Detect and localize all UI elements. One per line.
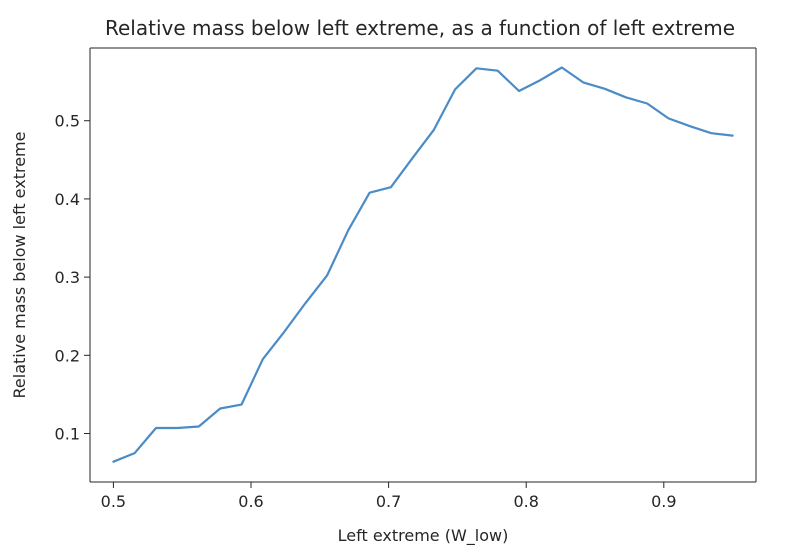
x-tick-label: 0.6 bbox=[238, 492, 263, 511]
y-tick-label: 0.1 bbox=[55, 425, 80, 444]
y-tick-label: 0.5 bbox=[55, 112, 80, 131]
x-tick-label: 0.8 bbox=[513, 492, 538, 511]
y-tick-label: 0.2 bbox=[55, 346, 80, 365]
series-layer bbox=[112, 66, 734, 463]
x-tick-label: 0.7 bbox=[376, 492, 401, 511]
y-axis-ticks: 0.1 0.2 0.3 0.4 0.5 bbox=[55, 112, 90, 444]
x-axis-ticks: 0.5 0.6 0.7 0.8 0.9 bbox=[101, 482, 677, 511]
series-line bbox=[112, 66, 734, 463]
y-axis-label: Relative mass below left extreme bbox=[10, 132, 29, 399]
x-tick-label: 0.5 bbox=[101, 492, 126, 511]
x-tick-label: 0.9 bbox=[651, 492, 676, 511]
x-axis-label: Left extreme (W_low) bbox=[338, 526, 509, 546]
y-tick-label: 0.3 bbox=[55, 268, 80, 287]
plot-area bbox=[89, 47, 757, 483]
chart-title: Relative mass below left extreme, as a f… bbox=[105, 16, 735, 40]
y-tick-label: 0.4 bbox=[55, 190, 80, 209]
